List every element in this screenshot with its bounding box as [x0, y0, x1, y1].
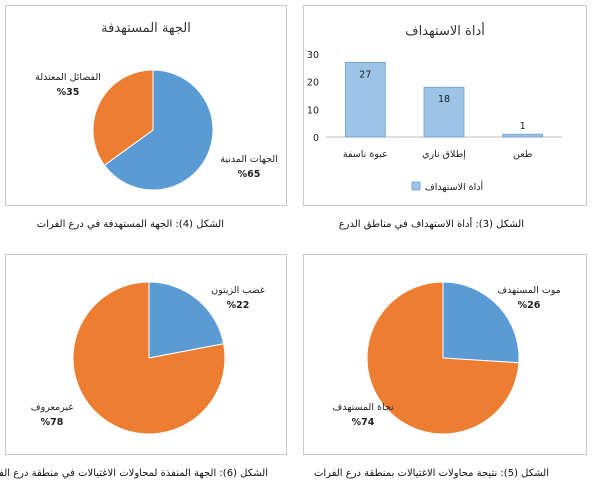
- figure-caption-4: الشكل (4): الجهة المستهدفة في درع الفرات: [36, 219, 224, 230]
- slice-label: غيرمعروف: [31, 402, 73, 413]
- pie-chart-outcome: موت المستهدف %26 نجاة المستهدف %74: [332, 281, 561, 435]
- chart-title: أداة الاستهداف: [405, 24, 485, 39]
- pie-chart-perpetrator: غضب الزيتون %22 غيرمعروف %78: [31, 281, 265, 435]
- figure-caption-3: الشكل (3): أداة الاستهداف في مناطق الدرع: [338, 219, 524, 230]
- pie-slice: [92, 69, 154, 166]
- bar: [502, 133, 544, 138]
- y-tick-label: 0: [313, 133, 319, 144]
- bar: [344, 61, 386, 138]
- slice-label: موت المستهدف: [497, 285, 561, 296]
- bar-chart-targeting-tool: 0 10 20 30 27 عبوة ناسفة 18 إطلاق ناري 1 طعن أداة …: [307, 50, 562, 193]
- chart-title: الجهة المستهدفة: [101, 21, 191, 36]
- slice-percent: %35: [57, 87, 80, 98]
- slice-percent: %26: [518, 300, 541, 311]
- slice-label: نجاة المستهدف: [332, 402, 393, 413]
- pie-slice: [72, 281, 226, 435]
- y-tick-label: 10: [307, 105, 319, 116]
- slice-percent: %78: [41, 417, 64, 428]
- slice-label: الفصائل المعتدلة: [35, 72, 101, 83]
- legend-swatch: [411, 181, 421, 191]
- bar-data-label: 18: [438, 94, 450, 105]
- bar-data-label: 1: [520, 121, 526, 132]
- x-tick-label: إطلاق ناري: [422, 149, 466, 160]
- slice-label: غضب الزيتون: [211, 285, 265, 296]
- pie-slice: [366, 281, 520, 435]
- x-tick-label: عبوة ناسفة: [343, 149, 388, 160]
- slice-label: الجهات المدنية: [220, 154, 278, 165]
- chart-panel-target-party: الجهة المستهدفة الجهات المدنية %65 الفصائل…: [5, 5, 287, 206]
- chart-panel-outcome: موت المستهدف %26 نجاة المستهدف %74: [303, 254, 587, 455]
- pie-slice: [442, 281, 520, 364]
- pie-slice: [103, 69, 214, 191]
- legend-label: أداة الاستهداف: [425, 180, 484, 193]
- slice-percent: %22: [227, 300, 250, 311]
- chart-panel-perpetrator: غضب الزيتون %22 غيرمعروف %78: [5, 254, 287, 455]
- pie-slice: [148, 281, 225, 359]
- y-tick-label: 30: [307, 50, 319, 61]
- bar: [423, 86, 465, 138]
- slice-percent: %65: [238, 169, 261, 180]
- figure-caption-6: الشكل (6): الجهة المنفذة لمحاولات الاغتي…: [0, 468, 268, 479]
- x-tick-label: طعن: [513, 149, 532, 160]
- slice-percent: %74: [352, 417, 375, 428]
- figure-caption-5: الشكل (5): نتيجة محاولات الاغتيالات بمنط…: [313, 468, 549, 479]
- pie-chart-target-party: الجهات المدنية %65 الفصائل المعتدلة %35: [35, 69, 278, 191]
- y-tick-label: 20: [307, 78, 319, 89]
- chart-panel-targeting-tool: أداة الاستهداف 0 10 20 30 27 عبوة ناسفة 18 إطلا…: [303, 5, 587, 206]
- bar-data-label: 27: [359, 69, 371, 80]
